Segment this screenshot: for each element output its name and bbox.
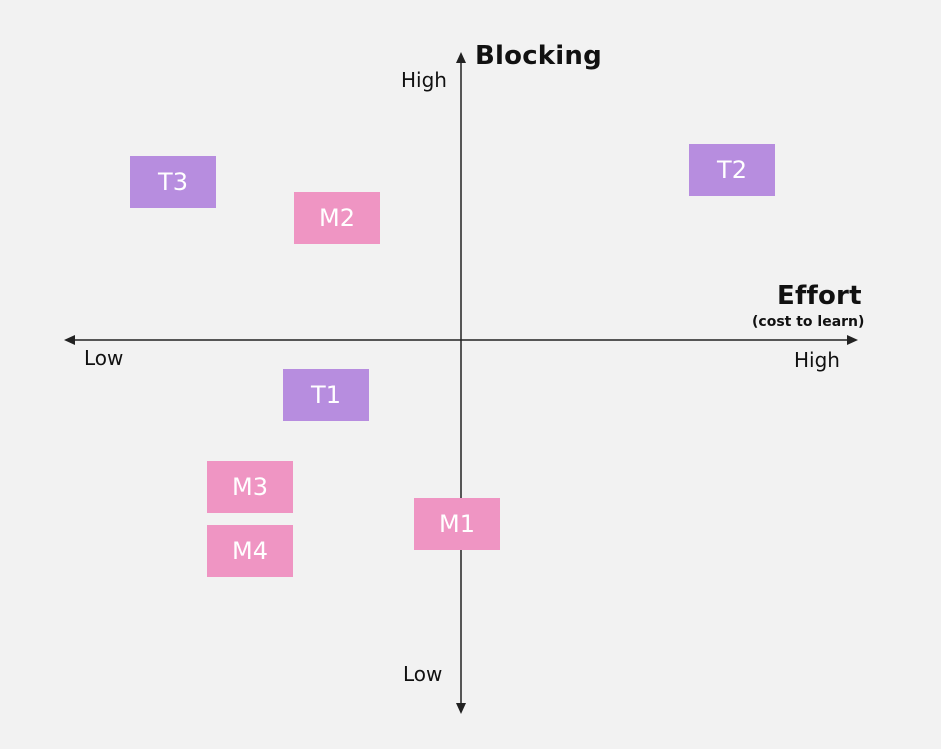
- item-card-t2: T2: [689, 144, 775, 196]
- item-card-m3: M3: [207, 461, 293, 513]
- item-card-m2: M2: [294, 192, 380, 244]
- item-card-t3: T3: [130, 156, 216, 208]
- item-label-t3: T3: [158, 168, 188, 196]
- vertical-axis-down-arrow: [456, 703, 466, 714]
- item-label-t1: T1: [311, 381, 341, 409]
- horizontal-axis-right-arrow: [847, 335, 858, 345]
- horizontal-axis-left-arrow: [64, 335, 75, 345]
- vertical-axis-low-label: Low: [403, 662, 443, 686]
- item-card-m1: M1: [414, 498, 500, 550]
- item-label-m3: M3: [232, 473, 268, 501]
- item-label-m2: M2: [319, 204, 355, 232]
- item-label-t2: T2: [717, 156, 747, 184]
- item-card-m4: M4: [207, 525, 293, 577]
- horizontal-axis-high-label: High: [794, 348, 840, 372]
- item-label-m1: M1: [439, 510, 475, 538]
- vertical-axis-high-label: High: [401, 68, 447, 92]
- vertical-axis-up-arrow: [456, 52, 466, 63]
- horizontal-axis-low-label: Low: [84, 346, 124, 370]
- horizontal-axis-subtitle: (cost to learn): [752, 314, 865, 330]
- item-card-t1: T1: [283, 369, 369, 421]
- horizontal-axis-title: Effort: [777, 281, 862, 311]
- vertical-axis-title: Blocking: [475, 41, 602, 71]
- item-label-m4: M4: [232, 537, 268, 565]
